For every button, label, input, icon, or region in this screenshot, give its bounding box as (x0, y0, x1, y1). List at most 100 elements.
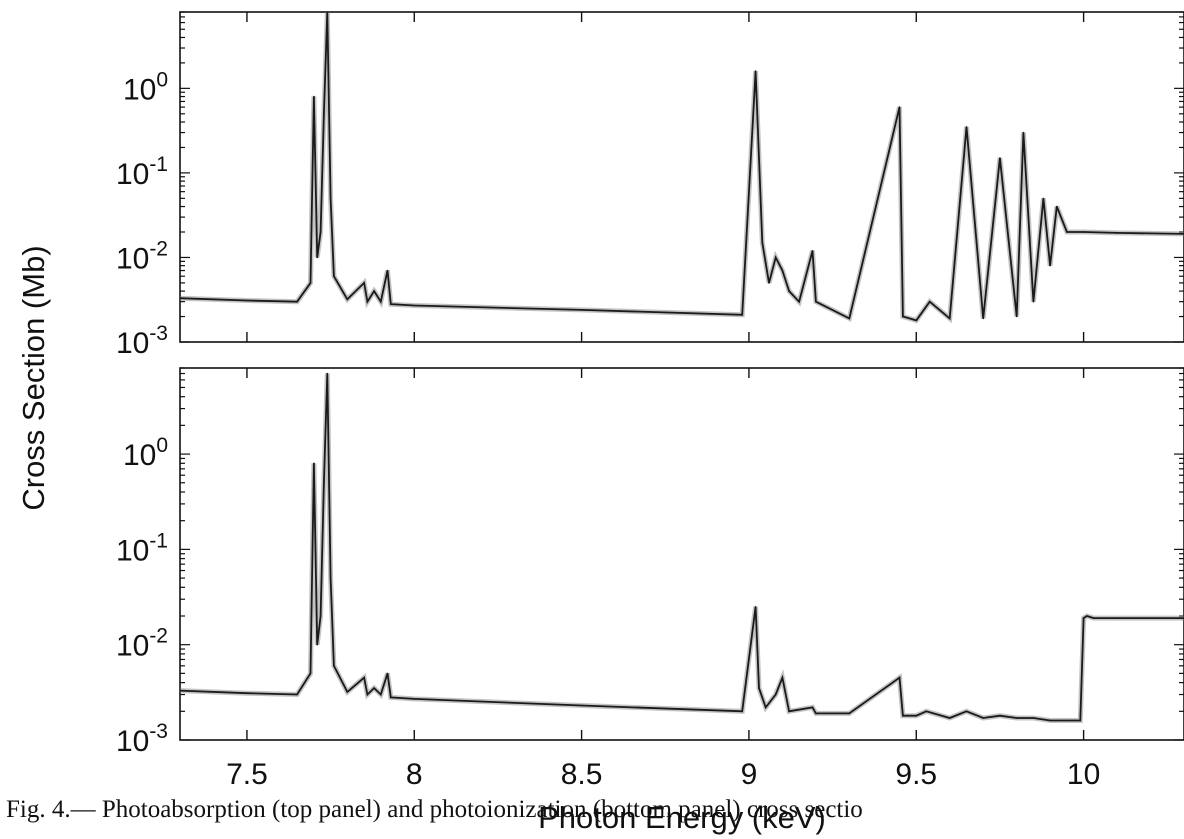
data-point (815, 300, 817, 303)
data-point (1042, 197, 1045, 200)
data-point (774, 256, 777, 259)
data-point (741, 710, 743, 713)
y-tick-label: 100 (123, 68, 168, 106)
x-tick-label: 9.5 (895, 758, 937, 791)
top-plot-area (180, 12, 1184, 324)
x-axis-title: Photon Energy (keV) (538, 800, 826, 835)
data-point (1056, 205, 1058, 208)
data-point (1049, 719, 1051, 722)
data-point (1066, 719, 1068, 722)
data-point (329, 577, 332, 579)
data-point (346, 298, 349, 301)
data-point (948, 717, 951, 719)
data-point (366, 300, 369, 303)
data-point (1049, 264, 1051, 267)
data-point (898, 106, 901, 108)
data-point (326, 12, 329, 13)
data-point (316, 643, 319, 646)
bottom-ticks (180, 367, 1184, 741)
top-y-tick-labels: 100 10-1 10-2 10-3 (116, 68, 168, 360)
data-point (774, 693, 777, 696)
data-point (413, 698, 416, 700)
y-tick-label: 10-3 (116, 322, 168, 360)
data-point (754, 606, 757, 608)
top-panel: 100 10-1 10-2 10-3 (116, 11, 1184, 360)
data-point (1022, 131, 1025, 134)
x-tick-label: 9 (741, 758, 758, 791)
data-point (1066, 231, 1068, 233)
data-point (296, 693, 298, 696)
y-tick-label: 10-1 (116, 529, 168, 567)
data-point (902, 315, 904, 318)
data-point (915, 714, 918, 717)
data-point (1015, 315, 1018, 318)
data-point (319, 615, 322, 617)
data-point (1116, 617, 1118, 619)
data-point (386, 672, 389, 675)
data-point (580, 309, 583, 311)
data-point (319, 231, 322, 233)
data-point (413, 304, 416, 307)
y-tick-label: 10-3 (116, 720, 168, 758)
data-point (1086, 615, 1088, 617)
x-tick-label: 7.5 (226, 758, 268, 791)
data-point (982, 717, 984, 719)
data-point (741, 314, 743, 316)
data-point (309, 282, 312, 284)
data-point (296, 300, 298, 303)
data-point (380, 300, 382, 303)
bottom-y-tick-labels: 100 10-1 10-2 10-3 (116, 434, 168, 758)
data-point (1032, 717, 1035, 719)
data-point (373, 687, 375, 689)
data-point (898, 676, 901, 679)
y-axis-title: Cross Section (Mb) (16, 245, 51, 510)
data-point (788, 290, 790, 292)
data-point (390, 696, 392, 699)
data-point (326, 372, 329, 375)
data-point (386, 269, 389, 272)
data-point (965, 126, 968, 128)
data-point (1015, 717, 1018, 719)
x-tick-label: 8.5 (561, 758, 603, 791)
data-point (811, 706, 814, 709)
data-point (246, 299, 248, 302)
data-point (363, 676, 365, 679)
data-point (915, 319, 918, 322)
data-point (1116, 232, 1118, 234)
data-point (313, 95, 315, 98)
bottom-plot-area (180, 372, 1184, 723)
data-point (848, 712, 851, 715)
data-point (928, 300, 931, 303)
series-line (180, 373, 1184, 722)
data-point (180, 689, 181, 692)
bottom-panel: 100 10-1 10-2 10-3 (116, 367, 1184, 758)
data-point (333, 665, 335, 667)
y-tick-label: 10-2 (116, 237, 168, 275)
y-tick-label: 10-2 (116, 625, 168, 663)
data-point (346, 691, 349, 693)
data-point (781, 676, 784, 679)
data-point (965, 710, 968, 713)
x-tick-labels: 7.5 8 8.5 9 9.5 10 (226, 758, 1100, 791)
data-point (788, 710, 790, 713)
data-point (761, 241, 764, 244)
data-point (999, 157, 1001, 159)
data-point (1092, 617, 1095, 619)
data-point (982, 317, 984, 320)
data-point (246, 692, 248, 694)
data-point (580, 704, 583, 707)
data-point (758, 687, 760, 689)
x-tick-label: 8 (406, 758, 423, 791)
data-point (848, 317, 851, 320)
figure-caption: Fig. 4.— Photoabsorption (top panel) and… (6, 796, 863, 823)
data-point (363, 282, 365, 284)
y-tick-label: 100 (123, 434, 168, 472)
data-point (323, 113, 325, 115)
data-point (811, 250, 814, 252)
data-point (309, 672, 312, 675)
data-point (316, 256, 319, 259)
data-point (323, 482, 325, 484)
data-point (1079, 719, 1082, 722)
data-point (1032, 300, 1035, 303)
